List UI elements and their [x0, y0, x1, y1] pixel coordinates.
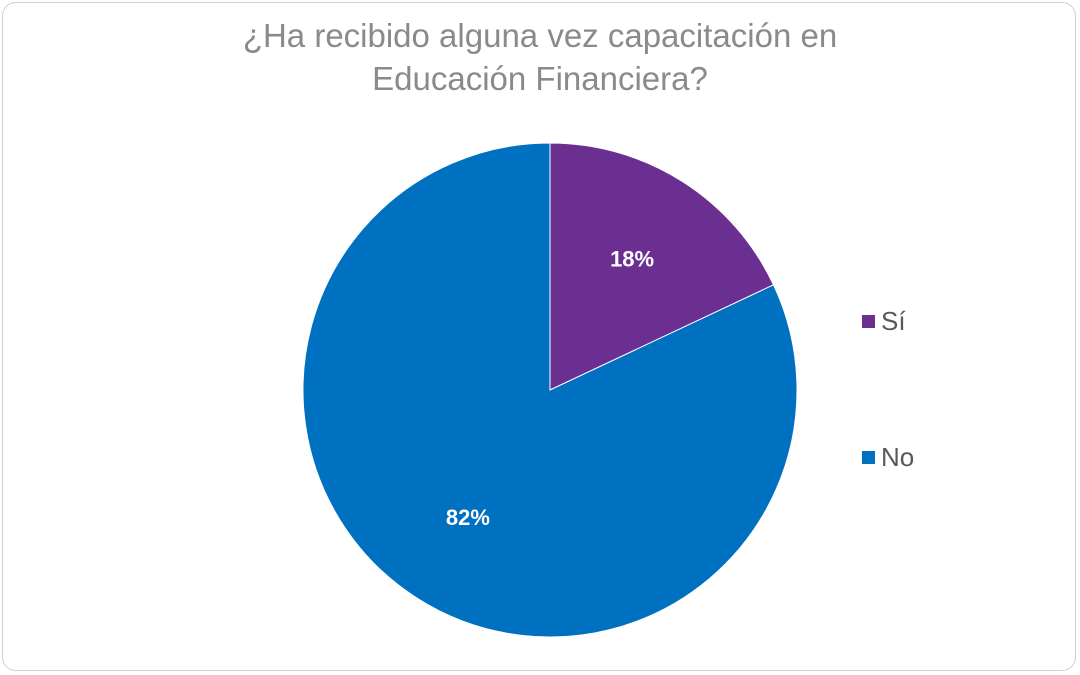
pie-slice-si — [549, 142, 775, 391]
chart-title: ¿Ha recibido alguna vez capacitación en … — [0, 14, 1080, 100]
chart-title-line-1: ¿Ha recibido alguna vez capacitación en — [242, 17, 838, 54]
legend-item-no: No — [862, 442, 914, 473]
data-label-si: 18% — [610, 247, 654, 272]
chart-title-line-2: Educación Financiera? — [372, 60, 708, 97]
legend-swatch-no — [862, 451, 875, 464]
data-label-no: 82% — [446, 505, 490, 530]
pie-slice-no — [302, 142, 798, 638]
legend-swatch-si — [862, 315, 875, 328]
legend-label-si: Sí — [881, 306, 906, 336]
legend-item-si: Sí — [862, 306, 906, 337]
legend-label-no: No — [881, 442, 915, 472]
